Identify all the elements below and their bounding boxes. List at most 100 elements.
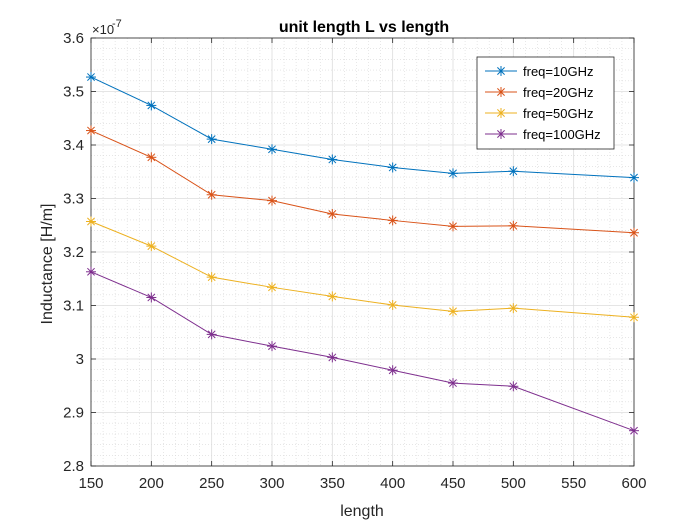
legend-marker bbox=[496, 108, 506, 118]
x-tick-label: 550 bbox=[561, 475, 586, 492]
data-point bbox=[629, 312, 639, 323]
data-point bbox=[387, 215, 398, 226]
marker-stroke bbox=[509, 221, 518, 230]
data-point bbox=[448, 306, 458, 317]
legend: freq=10GHz freq=20GHz freq=50GHz freq=100GH… bbox=[476, 56, 615, 150]
legend-item: freq=100GHz bbox=[485, 127, 601, 142]
legend-label: freq=20GHz bbox=[523, 85, 593, 100]
marker-stroke bbox=[388, 366, 397, 375]
series-4 bbox=[86, 266, 639, 436]
y-tick-label: 3.4 bbox=[63, 137, 84, 154]
x-axis-ticks: 150 200 250 300 350 400 450 500 550 600 bbox=[78, 38, 647, 492]
y-exponent-power: -7 bbox=[112, 18, 122, 30]
data-point bbox=[206, 272, 217, 283]
marker-stroke bbox=[388, 301, 397, 309]
marker-stroke bbox=[449, 222, 457, 231]
y-tick-label: 3.1 bbox=[63, 298, 84, 315]
legend-item: freq=20GHz bbox=[485, 85, 593, 100]
data-point bbox=[267, 341, 277, 352]
data-point bbox=[508, 381, 519, 392]
marker-stroke bbox=[630, 426, 638, 435]
y-tick-label: 3.5 bbox=[63, 84, 84, 101]
marker-stroke bbox=[328, 210, 337, 218]
marker-stroke bbox=[328, 155, 337, 164]
series-layer bbox=[86, 72, 639, 436]
marker-stroke bbox=[207, 273, 216, 282]
data-point bbox=[86, 216, 96, 227]
data-point bbox=[387, 162, 398, 173]
x-tick-label: 300 bbox=[259, 475, 284, 492]
x-tick-label: 250 bbox=[199, 475, 224, 492]
data-point bbox=[508, 220, 519, 231]
marker-stroke bbox=[328, 292, 337, 301]
y-tick-label: 3 bbox=[76, 351, 84, 368]
marker-stroke bbox=[147, 242, 156, 251]
marker-stroke bbox=[509, 304, 518, 313]
y-axis-ticks: 2.8 2.9 3 3.1 3.2 3.3 3.4 3.5 3.6 bbox=[63, 30, 634, 475]
marker-stroke bbox=[87, 217, 95, 226]
x-tick-label: 400 bbox=[380, 475, 405, 492]
legend-label: freq=100GHz bbox=[523, 127, 601, 142]
data-point bbox=[327, 352, 338, 363]
data-point bbox=[267, 195, 277, 206]
x-tick-label: 600 bbox=[621, 475, 646, 492]
marker-stroke bbox=[87, 267, 95, 276]
data-point bbox=[267, 144, 277, 155]
series-line bbox=[90, 271, 635, 432]
marker-stroke bbox=[207, 135, 216, 144]
data-point bbox=[629, 425, 639, 436]
y-tick-label: 3.6 bbox=[63, 30, 84, 47]
x-tick-label: 500 bbox=[501, 475, 526, 492]
marker-stroke bbox=[388, 163, 397, 172]
marker-stroke bbox=[328, 353, 337, 362]
data-point bbox=[146, 241, 157, 252]
legend-item: freq=50GHz bbox=[485, 106, 593, 121]
y-tick-label: 3.3 bbox=[63, 191, 84, 208]
data-point bbox=[327, 154, 338, 165]
series-3 bbox=[86, 216, 639, 323]
data-point bbox=[206, 329, 217, 340]
marker-stroke bbox=[87, 126, 95, 135]
y-exponent: ×10 -7 bbox=[92, 18, 122, 37]
x-tick-label: 350 bbox=[320, 475, 345, 492]
marker-stroke bbox=[87, 73, 95, 82]
marker-stroke bbox=[449, 379, 457, 388]
legend-marker bbox=[496, 129, 506, 139]
marker-stroke bbox=[509, 167, 518, 176]
chart-title: unit length L vs length bbox=[279, 19, 449, 36]
data-point bbox=[629, 227, 639, 238]
series-2 bbox=[86, 125, 639, 238]
marker-stroke bbox=[630, 173, 638, 182]
marker-stroke bbox=[268, 283, 276, 292]
data-point bbox=[146, 292, 157, 303]
data-point bbox=[508, 303, 519, 314]
legend-label: freq=10GHz bbox=[523, 64, 593, 79]
marker-stroke bbox=[509, 382, 518, 391]
y-tick-label: 3.2 bbox=[63, 244, 84, 261]
marker-stroke bbox=[207, 330, 216, 339]
legend-label: freq=50GHz bbox=[523, 106, 593, 121]
marker-stroke bbox=[147, 101, 156, 110]
marker-stroke bbox=[147, 153, 156, 162]
x-tick-label: 200 bbox=[139, 475, 164, 492]
marker-stroke bbox=[207, 190, 216, 199]
marker-stroke bbox=[449, 307, 457, 316]
data-point bbox=[146, 152, 157, 163]
data-point bbox=[86, 72, 96, 83]
legend-marker bbox=[496, 66, 506, 76]
x-tick-label: 150 bbox=[78, 475, 103, 492]
data-point bbox=[508, 166, 519, 177]
data-point bbox=[267, 282, 277, 293]
data-point bbox=[206, 134, 217, 145]
data-point bbox=[327, 209, 338, 220]
x-axis-label: length bbox=[340, 503, 384, 520]
marker-stroke bbox=[268, 196, 276, 205]
data-point bbox=[448, 378, 458, 389]
marker-stroke bbox=[497, 109, 505, 117]
data-point bbox=[327, 291, 338, 302]
marker-stroke bbox=[268, 145, 276, 154]
data-point bbox=[86, 266, 96, 277]
marker-stroke bbox=[388, 216, 397, 225]
